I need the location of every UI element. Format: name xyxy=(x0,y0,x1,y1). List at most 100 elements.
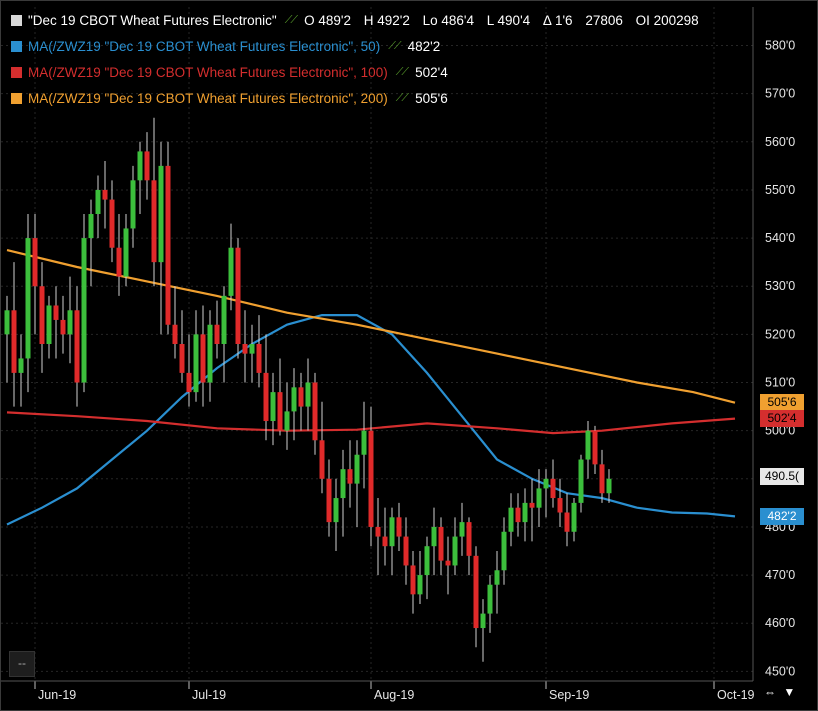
candle-body xyxy=(382,536,388,547)
candle-body xyxy=(459,522,465,537)
price-tag: 490.5( xyxy=(760,467,804,485)
price-tag: 482'2 xyxy=(760,507,804,525)
chart-menu-button[interactable]: -- xyxy=(9,651,35,677)
candle-body xyxy=(172,324,178,344)
candle-body xyxy=(207,324,213,383)
candle-body xyxy=(249,344,255,354)
legend-ma200-row[interactable]: MA(/ZWZ19 "Dec 19 CBOT Wheat Futures Ele… xyxy=(5,85,708,111)
chart-legend: "Dec 19 CBOT Wheat Futures Electronic" ⟋… xyxy=(5,7,708,111)
candle-body xyxy=(235,247,241,344)
candle-body xyxy=(410,565,416,595)
legend-main-row[interactable]: "Dec 19 CBOT Wheat Futures Electronic" ⟋… xyxy=(5,7,708,33)
candle-body xyxy=(74,310,80,383)
plot-area xyxy=(1,7,753,681)
candle-body xyxy=(592,430,598,465)
legend-ohlc: O 489'2 H 492'2 Lo 486'4 L 490'4 Δ 1'6 2… xyxy=(304,13,708,28)
legend-high: H 492'2 xyxy=(363,12,410,28)
candle-body xyxy=(81,238,87,383)
candle-body xyxy=(606,478,612,494)
x-tick-label: Aug-19 xyxy=(374,688,414,702)
legend-swatch-main xyxy=(11,14,22,26)
candle-body xyxy=(354,454,360,484)
candle-body xyxy=(305,382,311,407)
candle-body xyxy=(186,372,192,393)
series-line xyxy=(6,314,736,526)
legend-ma100-row[interactable]: MA(/ZWZ19 "Dec 19 CBOT Wheat Futures Ele… xyxy=(5,59,708,85)
candle-body xyxy=(508,507,514,532)
candle-body xyxy=(193,334,199,393)
candle-body xyxy=(550,478,556,499)
candle-body xyxy=(284,411,290,431)
candle-body xyxy=(473,555,479,629)
candle-body xyxy=(389,517,395,547)
y-tick-label: 510'0 xyxy=(765,376,795,390)
candle-body xyxy=(130,180,136,229)
candle-body xyxy=(515,507,521,523)
candle-body xyxy=(144,151,150,181)
legend-ma200-label: MA(/ZWZ19 "Dec 19 CBOT Wheat Futures Ele… xyxy=(28,90,388,106)
y-tick-label: 520'0 xyxy=(765,327,795,341)
candle-body xyxy=(214,324,220,344)
legend-last: L 490'4 xyxy=(486,12,531,28)
candle-body xyxy=(368,430,374,527)
y-tick-label: 560'0 xyxy=(765,135,795,149)
candle-body xyxy=(375,526,381,537)
candle-body xyxy=(158,165,164,263)
legend-swatch-ma50 xyxy=(11,40,22,52)
study-settings-icon[interactable]: ⟋⟋ xyxy=(388,39,401,52)
candle-body xyxy=(228,247,234,296)
candle-body xyxy=(18,358,24,373)
candle-body xyxy=(599,464,605,494)
series-line xyxy=(6,249,736,404)
candle-body xyxy=(46,305,52,344)
expand-icon[interactable]: ⇔ xyxy=(764,685,776,699)
series-line xyxy=(6,411,736,435)
candle-body xyxy=(4,310,10,335)
candle-body xyxy=(88,214,94,239)
candle-body xyxy=(123,228,129,277)
candle-body xyxy=(256,344,262,373)
legend-ma50-value: 482'2 xyxy=(407,38,441,54)
candle-body xyxy=(480,613,486,629)
candle-body xyxy=(494,570,500,585)
candle-body xyxy=(242,344,248,354)
legend-ma50-row[interactable]: MA(/ZWZ19 "Dec 19 CBOT Wheat Futures Ele… xyxy=(5,33,708,59)
candle-body xyxy=(67,310,73,335)
legend-change: Δ 1'6 xyxy=(542,12,573,28)
candle-body xyxy=(571,502,577,532)
candle-body xyxy=(557,498,563,513)
candle-body xyxy=(466,522,472,556)
candle-body xyxy=(277,392,283,431)
legend-volume: 27806 xyxy=(585,12,623,28)
study-settings-icon[interactable]: ⟋⟋ xyxy=(284,13,298,26)
candle-body xyxy=(11,310,17,373)
candle-body xyxy=(585,430,591,460)
candle-body xyxy=(487,584,493,614)
x-tick-label: Sep-19 xyxy=(549,688,589,702)
candle-body xyxy=(333,498,339,523)
x-tick-label: Jul-19 xyxy=(192,688,226,702)
zoom-control[interactable]: ⇔ ▼ xyxy=(764,685,799,699)
chevron-down-icon[interactable]: ▼ xyxy=(783,685,796,699)
candle-body xyxy=(564,512,570,532)
candle-body xyxy=(319,440,325,479)
price-tag: 502'4 xyxy=(760,410,804,428)
candle-body xyxy=(424,546,430,576)
y-tick-label: 570'0 xyxy=(765,87,795,101)
candle-body xyxy=(431,526,437,547)
y-tick-label: 550'0 xyxy=(765,183,795,197)
candle-body xyxy=(543,478,549,489)
candle-body xyxy=(396,517,402,537)
study-settings-icon[interactable]: ⟋⟋ xyxy=(395,65,409,78)
study-settings-icon[interactable]: ⟋⟋ xyxy=(395,91,409,104)
candle-body xyxy=(200,334,206,383)
candle-body xyxy=(95,189,101,215)
y-tick-label: 450'0 xyxy=(765,664,795,678)
legend-ma200-value: 505'6 xyxy=(415,90,448,106)
candle-body xyxy=(417,575,423,595)
candle-body xyxy=(151,180,157,263)
candle-body xyxy=(578,459,584,503)
candle-body xyxy=(53,305,59,320)
